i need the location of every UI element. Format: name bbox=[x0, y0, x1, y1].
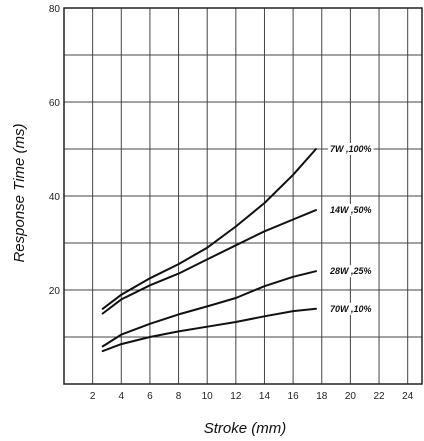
series-label-background bbox=[328, 204, 374, 217]
series-labels: 7W ,100% 14W ,50% 28W ,25% 70W ,10% bbox=[327, 143, 374, 315]
series-line-1 bbox=[101, 148, 317, 310]
series-label-3: 28W ,25% bbox=[329, 266, 372, 276]
x-tick-label: 24 bbox=[402, 391, 414, 402]
x-tick-label: 4 bbox=[118, 391, 124, 402]
series-label-1: 7W ,100% bbox=[330, 144, 372, 154]
x-tick-label: 6 bbox=[147, 391, 153, 402]
series-line-3 bbox=[101, 270, 317, 348]
x-tick-label: 12 bbox=[230, 391, 242, 402]
series-label-background bbox=[327, 265, 374, 278]
y-tick-label: 60 bbox=[49, 98, 61, 109]
y-tick-label: 80 bbox=[49, 4, 61, 15]
x-tick-label: 22 bbox=[373, 391, 385, 402]
x-tick-label: 2 bbox=[90, 391, 96, 402]
y-tick-label: 40 bbox=[49, 192, 61, 203]
x-tick-label: 20 bbox=[345, 391, 357, 402]
series-curves bbox=[101, 148, 317, 353]
grid-lines bbox=[64, 8, 422, 384]
x-tick-label: 10 bbox=[202, 391, 214, 402]
series-label-background bbox=[328, 302, 374, 315]
x-tick-label: 18 bbox=[316, 391, 328, 402]
y-axis-title: Response Time (ms) bbox=[11, 123, 28, 262]
series-label-4: 70W ,10% bbox=[330, 304, 372, 314]
x-axis-title: Stroke (mm) bbox=[204, 420, 287, 437]
y-tick-label: 20 bbox=[49, 286, 61, 297]
x-tick-label: 14 bbox=[259, 391, 271, 402]
series-label-2: 14W ,50% bbox=[330, 205, 372, 215]
series-line-4 bbox=[101, 307, 317, 353]
series-label-background bbox=[328, 143, 374, 155]
plot-frame bbox=[63, 7, 423, 385]
x-tick-label: 16 bbox=[288, 391, 300, 402]
x-tick-label: 8 bbox=[176, 391, 182, 402]
series-line-2 bbox=[101, 209, 317, 315]
